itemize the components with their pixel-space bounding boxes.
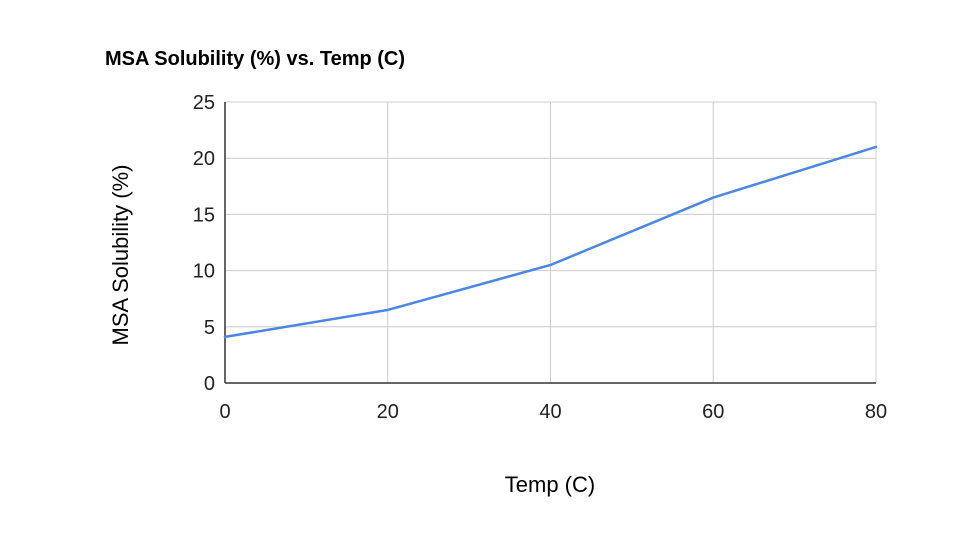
tick-labels: 0 5 10 15 20 25 0 20 40 60 80 bbox=[193, 92, 887, 423]
y-tick-label: 0 bbox=[204, 373, 215, 395]
grid bbox=[225, 101, 877, 383]
x-tick-label: 40 bbox=[539, 401, 561, 423]
y-tick-label: 20 bbox=[193, 148, 215, 170]
x-tick-label: 60 bbox=[702, 401, 724, 423]
y-tick-label: 5 bbox=[204, 317, 215, 339]
x-tick-label: 20 bbox=[377, 401, 399, 423]
x-tick-label: 0 bbox=[219, 401, 230, 423]
chart-title: MSA Solubility (%) vs. Temp (C) bbox=[105, 48, 405, 70]
x-axis-label: Temp (C) bbox=[505, 472, 595, 497]
y-axis-label: MSA Solubility (%) bbox=[108, 165, 133, 346]
y-tick-label: 25 bbox=[193, 92, 215, 114]
x-tick-label: 80 bbox=[865, 401, 887, 423]
series bbox=[223, 145, 878, 339]
y-tick-label: 15 bbox=[193, 204, 215, 226]
y-tick-label: 10 bbox=[193, 261, 215, 283]
